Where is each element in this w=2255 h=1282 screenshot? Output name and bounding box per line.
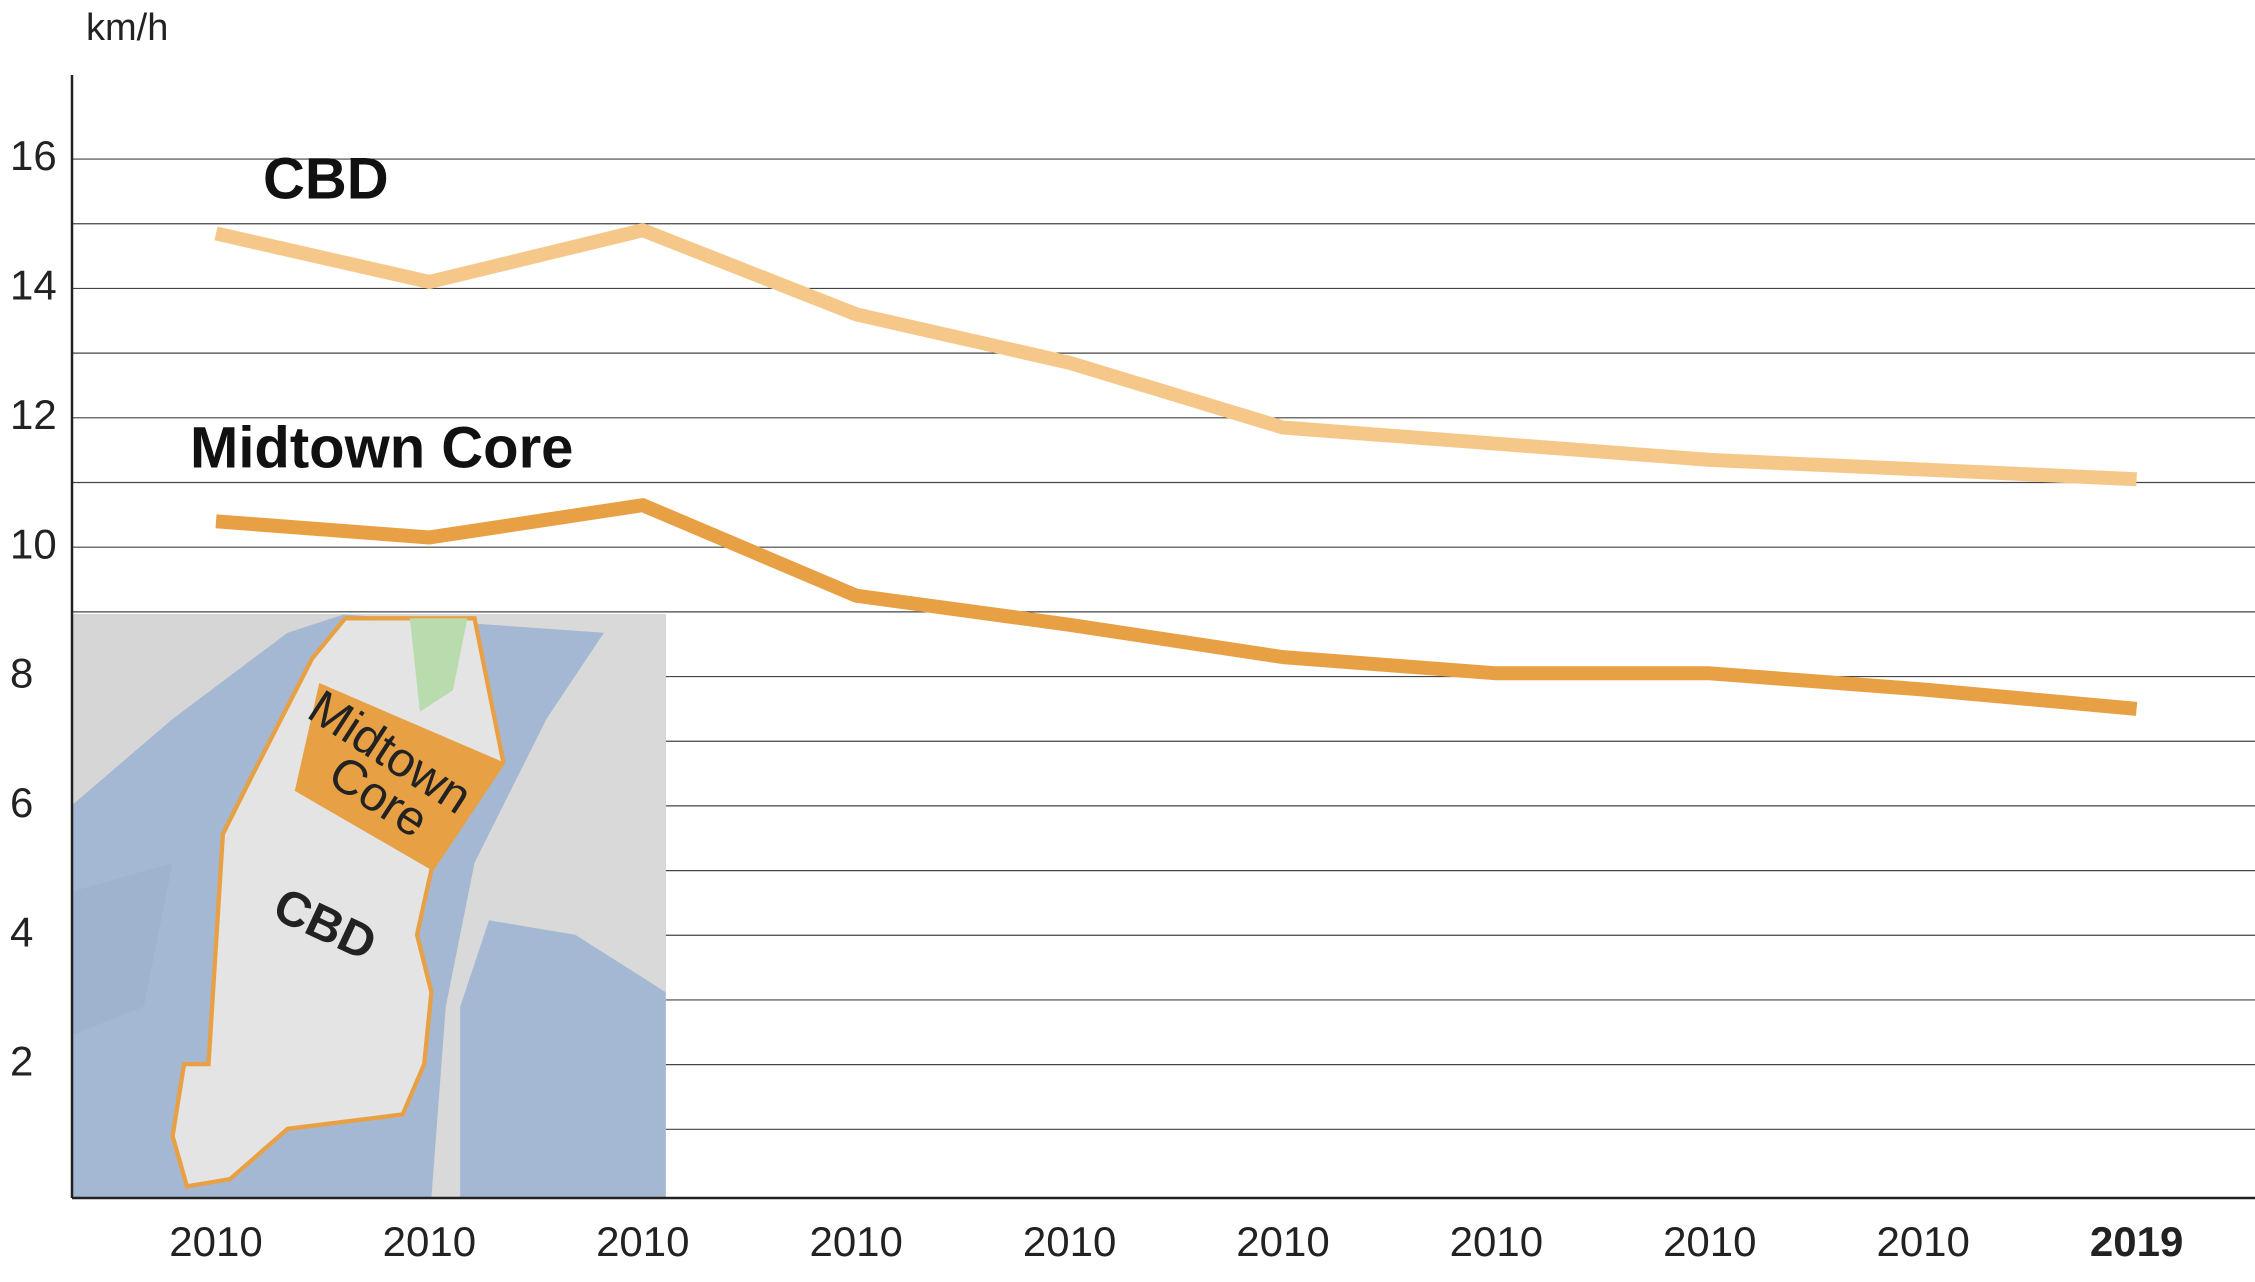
map-midtown [294, 683, 504, 870]
x-tick-label: 2010 [1450, 1218, 1543, 1265]
inset-map: Midtown Core CBD [71, 614, 666, 1198]
y-tick-label: 2 [10, 1038, 33, 1085]
series-line [215, 498, 2138, 716]
y-tick-label: 12 [10, 391, 57, 438]
x-tick-label: 2010 [809, 1218, 902, 1265]
series-label: CBD [263, 146, 389, 211]
y-unit: km/h [86, 7, 168, 49]
series-label: Midtown Core [190, 415, 573, 480]
x-tick-label: 2010 [596, 1218, 689, 1265]
x-tick-label: 2010 [383, 1218, 476, 1265]
map-water-west [71, 862, 173, 1036]
y-tick-label: 14 [10, 262, 57, 309]
y-tick-label: 10 [10, 520, 57, 567]
y-tick-label: 16 [10, 132, 57, 179]
map-land-east [337, 614, 666, 1198]
x-tick-label: 2010 [1876, 1218, 1969, 1265]
y-tick-label: 6 [10, 779, 33, 826]
y-tick-label: 8 [10, 650, 33, 697]
map-park [409, 618, 468, 712]
x-tick-label: 2019 [2090, 1218, 2183, 1265]
series-line [214, 223, 2137, 487]
x-tick-label: 2010 [169, 1218, 262, 1265]
x-tick-label: 2010 [1023, 1218, 1116, 1265]
y-tick-label: 4 [10, 908, 33, 955]
x-tick-label: 2010 [1236, 1218, 1329, 1265]
x-tick-label: 2010 [1663, 1218, 1756, 1265]
